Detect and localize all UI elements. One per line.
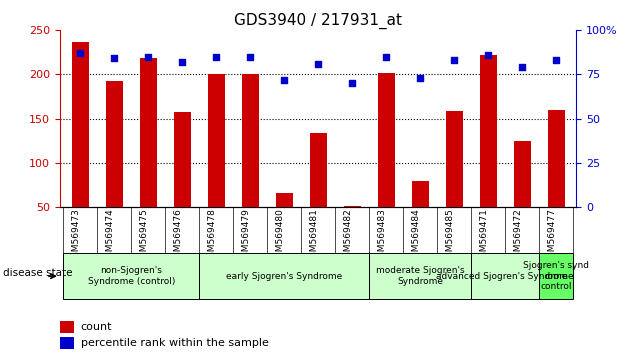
Text: GSM569480: GSM569480 [275,209,284,263]
Bar [60,337,74,349]
Text: GSM569485: GSM569485 [445,209,454,263]
Bar [471,253,539,299]
Text: GSM569484: GSM569484 [411,209,420,263]
Point [211,54,221,59]
Bar [276,193,293,207]
Text: GSM569482: GSM569482 [343,209,352,263]
Bar [377,73,394,207]
Point [483,52,493,58]
Point [75,50,85,56]
Text: Sjogren's synd
rome
control: Sjogren's synd rome control [523,261,589,291]
Text: GSM569471: GSM569471 [479,209,488,263]
Text: count: count [81,322,112,332]
Text: non-Sjogren's
Syndrome (control): non-Sjogren's Syndrome (control) [88,267,175,286]
Text: early Sjogren's Syndrome: early Sjogren's Syndrome [226,272,342,281]
Title: GDS3940 / 217931_at: GDS3940 / 217931_at [234,12,402,29]
Point [415,75,425,81]
Point [109,56,119,61]
Text: GSM569479: GSM569479 [241,209,250,263]
Bar [242,74,259,207]
Bar [445,110,462,207]
Bar [199,253,369,299]
Bar [539,253,573,299]
Point [347,80,357,86]
Bar [63,253,199,299]
Bar [106,81,123,207]
Bar [513,141,530,207]
Text: GSM569483: GSM569483 [377,209,386,263]
Bar [411,181,428,207]
Text: disease state: disease state [3,268,72,278]
Bar [547,110,564,207]
Bar [369,253,471,299]
Text: GSM569474: GSM569474 [105,209,114,263]
Text: GSM569476: GSM569476 [173,209,182,263]
Point [313,61,323,67]
Text: GSM569473: GSM569473 [71,209,80,263]
Text: advanced Sjogren's Syndrome: advanced Sjogren's Syndrome [436,272,574,281]
Bar [479,55,496,207]
Bar [174,112,191,207]
Point [551,57,561,63]
Point [177,59,187,65]
Bar [72,41,89,207]
Bar [343,206,360,207]
Text: GSM569475: GSM569475 [139,209,148,263]
Bar [208,74,225,207]
Text: GSM569472: GSM569472 [513,209,522,263]
Point [381,54,391,59]
Text: GSM569478: GSM569478 [207,209,216,263]
Text: moderate Sjogren's
Syndrome: moderate Sjogren's Syndrome [376,267,464,286]
Bar [140,58,157,207]
Bar [60,321,74,333]
Text: GSM569477: GSM569477 [547,209,556,263]
Point [449,57,459,63]
Point [279,77,289,82]
Text: percentile rank within the sample: percentile rank within the sample [81,338,268,348]
Point [517,64,527,70]
Point [143,54,153,59]
Text: GSM569481: GSM569481 [309,209,318,263]
Point [245,54,255,59]
Bar [310,133,326,207]
